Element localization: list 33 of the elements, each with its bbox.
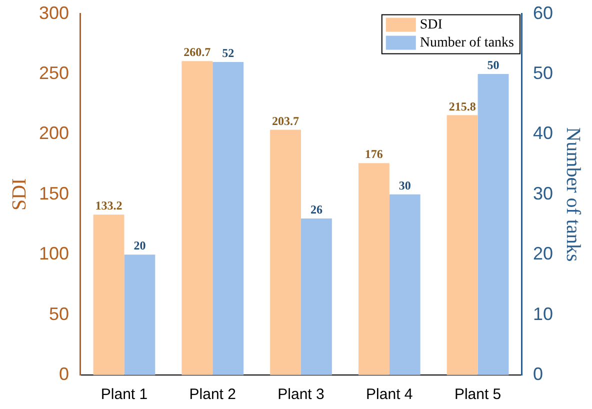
y2-tick-label: 40 — [532, 123, 554, 144]
y2-tick-label: 50 — [532, 62, 554, 83]
y-tick-label: 0 — [59, 364, 70, 384]
x-tick-label: Plant 4 — [366, 386, 413, 404]
data-label: 215.8 — [448, 99, 476, 114]
y-tick-label: 100 — [38, 244, 70, 264]
data-label: 20 — [134, 238, 146, 253]
y-tick-label: 200 — [38, 123, 70, 144]
x-tick-label: Plant 1 — [100, 386, 148, 404]
x-tick-label: Plant 2 — [189, 386, 236, 404]
y-axis-title: SDI — [8, 178, 30, 211]
data-label: 50 — [487, 58, 500, 72]
y2-tick-label: 0 — [532, 364, 543, 384]
y2-tick-label: 10 — [532, 304, 554, 324]
y-tick-label: 250 — [38, 62, 70, 83]
legend-label: Number of tanks — [420, 35, 514, 50]
data-label: 52 — [222, 46, 234, 60]
data-label: 30 — [398, 178, 411, 192]
data-label: 203.7 — [272, 114, 300, 128]
x-tick-label: Plant 5 — [454, 386, 502, 404]
y-tick-label: 300 — [38, 2, 70, 23]
y2-axis-title: Number of tanks — [562, 127, 584, 262]
y2-tick-label: 60 — [532, 2, 554, 23]
x-tick-label: Plant 3 — [278, 386, 324, 404]
y2-tick-label: 20 — [532, 244, 554, 264]
data-label: 260.7 — [184, 45, 211, 60]
legend-label: SDI — [420, 17, 443, 32]
y-tick-label: 150 — [38, 183, 70, 204]
y2-tick-label: 30 — [532, 183, 554, 204]
data-label: 133.2 — [95, 198, 122, 213]
data-label: 26 — [310, 202, 322, 217]
y-tick-label: 50 — [49, 304, 70, 324]
data-label: 176 — [364, 147, 383, 162]
